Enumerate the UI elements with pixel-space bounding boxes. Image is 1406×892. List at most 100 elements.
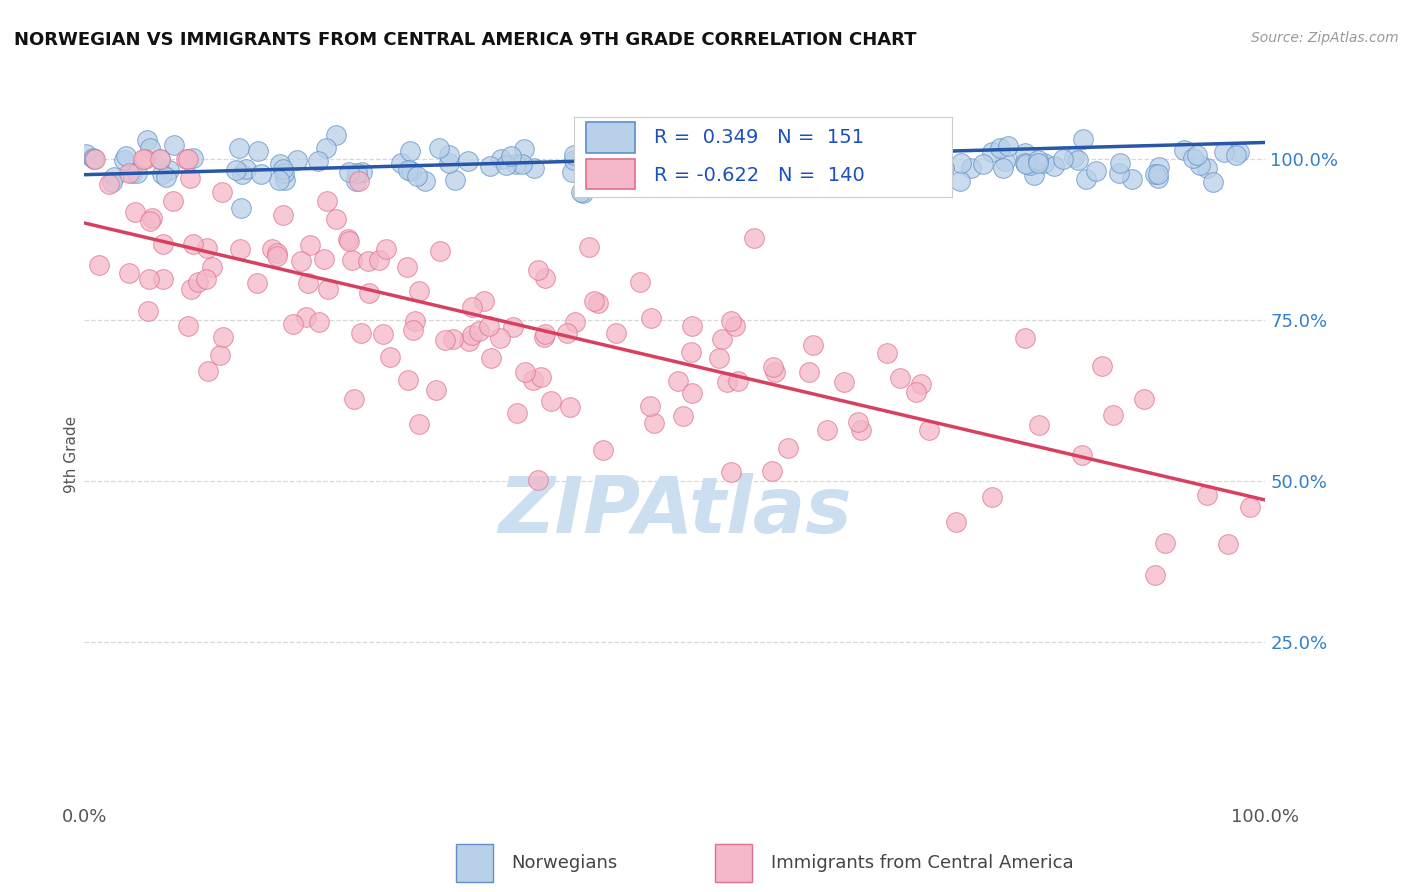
Point xyxy=(401,323,423,337)
Point xyxy=(988,141,1011,155)
Point xyxy=(371,326,394,341)
Point xyxy=(408,417,430,431)
Point xyxy=(631,146,654,161)
Point xyxy=(852,143,875,157)
Point xyxy=(505,406,527,420)
Point xyxy=(1189,158,1212,172)
Point xyxy=(395,260,418,274)
Point xyxy=(467,324,489,338)
Point xyxy=(949,156,972,170)
Point xyxy=(312,252,335,267)
Point xyxy=(162,194,184,208)
Point xyxy=(389,155,412,169)
Point xyxy=(398,373,420,387)
Point xyxy=(849,163,872,178)
Point xyxy=(229,243,252,257)
Point xyxy=(582,294,605,309)
Point xyxy=(228,141,250,155)
Point xyxy=(576,177,599,191)
Point xyxy=(1143,167,1166,181)
Point xyxy=(876,346,898,360)
Point xyxy=(620,160,643,174)
Point xyxy=(347,174,370,188)
Point xyxy=(723,156,745,170)
Point xyxy=(1043,159,1066,173)
Point xyxy=(267,173,290,187)
Point xyxy=(139,213,162,227)
Point xyxy=(515,365,537,379)
Point xyxy=(163,137,186,152)
Point xyxy=(1143,568,1166,582)
Point xyxy=(307,153,329,168)
Point xyxy=(523,161,546,175)
Point xyxy=(527,473,550,487)
Point xyxy=(152,236,174,251)
Point xyxy=(561,165,583,179)
Point xyxy=(325,128,347,142)
Point xyxy=(993,161,1015,175)
Point xyxy=(461,327,484,342)
Point xyxy=(502,320,524,334)
Point xyxy=(399,164,422,178)
Point xyxy=(763,365,786,379)
Point xyxy=(607,159,630,173)
Point xyxy=(1185,148,1208,162)
Point xyxy=(250,167,273,181)
Point xyxy=(681,318,703,333)
Point xyxy=(461,301,484,315)
Point xyxy=(1108,156,1130,170)
Point xyxy=(922,159,945,173)
Point xyxy=(1108,166,1130,180)
Text: NORWEGIAN VS IMMIGRANTS FROM CENTRAL AMERICA 9TH GRADE CORRELATION CHART: NORWEGIAN VS IMMIGRANTS FROM CENTRAL AME… xyxy=(14,31,917,49)
Point xyxy=(721,175,744,189)
Point xyxy=(495,158,517,172)
Point xyxy=(591,170,613,185)
Point xyxy=(752,150,775,164)
Point xyxy=(1182,151,1205,165)
Point xyxy=(720,465,742,479)
Point xyxy=(441,332,464,346)
Point xyxy=(246,276,269,290)
Point xyxy=(776,441,799,455)
Point xyxy=(564,153,586,167)
Point xyxy=(434,333,457,347)
Text: R = -0.622   N =  140: R = -0.622 N = 140 xyxy=(654,167,865,186)
Point xyxy=(702,169,724,183)
Point xyxy=(100,175,122,189)
Point xyxy=(636,154,658,169)
Point xyxy=(437,148,460,162)
Point xyxy=(797,365,820,379)
Point xyxy=(620,176,643,190)
Point xyxy=(200,260,222,274)
Point xyxy=(159,162,181,177)
Point xyxy=(1213,145,1236,160)
Point xyxy=(664,146,686,161)
Point xyxy=(1102,408,1125,422)
Point xyxy=(692,178,714,192)
Point xyxy=(121,166,143,180)
Point xyxy=(980,490,1002,504)
Point xyxy=(849,423,872,437)
Point xyxy=(1052,152,1074,166)
Text: Immigrants from Central America: Immigrants from Central America xyxy=(770,854,1074,872)
Point xyxy=(84,152,107,166)
Point xyxy=(209,348,232,362)
Point xyxy=(934,161,956,175)
Point xyxy=(1147,167,1170,181)
Point xyxy=(690,161,713,176)
Point xyxy=(949,174,972,188)
Point xyxy=(602,167,624,181)
Point xyxy=(815,423,838,437)
Point xyxy=(709,178,731,192)
Point xyxy=(533,326,555,341)
Point xyxy=(273,172,295,186)
FancyBboxPatch shape xyxy=(716,845,752,881)
Point xyxy=(522,373,544,387)
Point xyxy=(922,149,945,163)
Point xyxy=(713,157,735,171)
Point xyxy=(349,326,371,340)
Point xyxy=(595,153,617,168)
Point xyxy=(782,162,804,177)
Point xyxy=(150,167,173,181)
Point xyxy=(848,416,870,430)
